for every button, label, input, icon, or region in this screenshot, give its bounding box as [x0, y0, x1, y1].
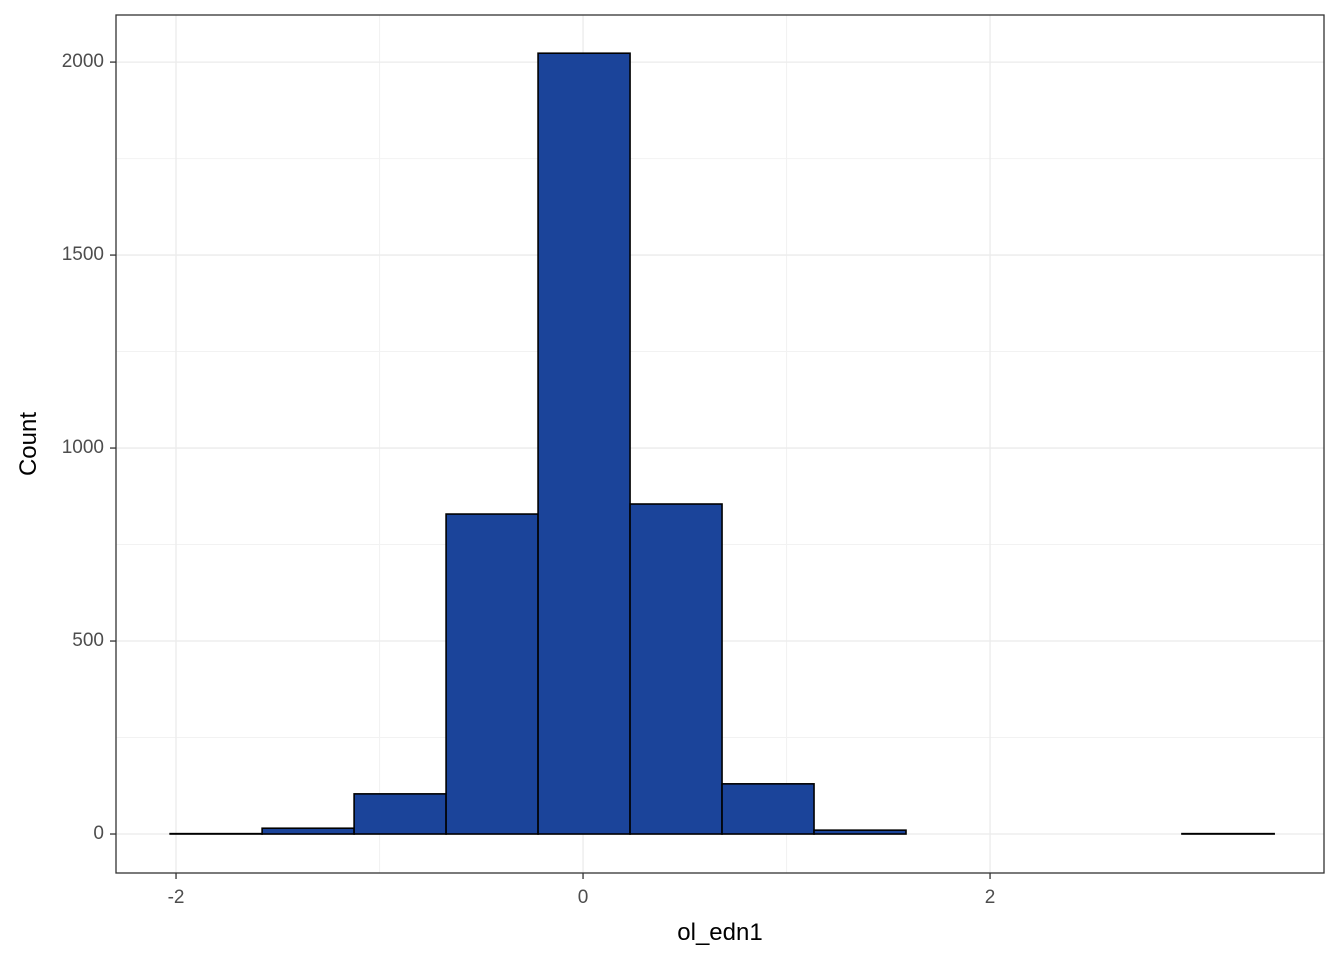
- y-tick-label: 0: [93, 823, 104, 844]
- y-tick-label: 1500: [62, 244, 104, 265]
- bar: [630, 504, 722, 834]
- bar: [446, 514, 538, 834]
- bar: [814, 830, 906, 834]
- bar: [262, 828, 354, 834]
- bar: [538, 53, 630, 834]
- y-tick-label: 500: [72, 630, 104, 651]
- x-axis-title: ol_edn1: [677, 919, 762, 946]
- x-tick-label: -2: [168, 887, 185, 908]
- x-tick-label: 2: [985, 887, 996, 908]
- y-tick-label: 1000: [62, 437, 104, 458]
- y-axis-title: Count: [15, 412, 42, 476]
- x-tick-label: 0: [578, 887, 589, 908]
- bar: [354, 794, 446, 834]
- y-tick-label: 2000: [62, 51, 104, 72]
- bar: [722, 784, 814, 834]
